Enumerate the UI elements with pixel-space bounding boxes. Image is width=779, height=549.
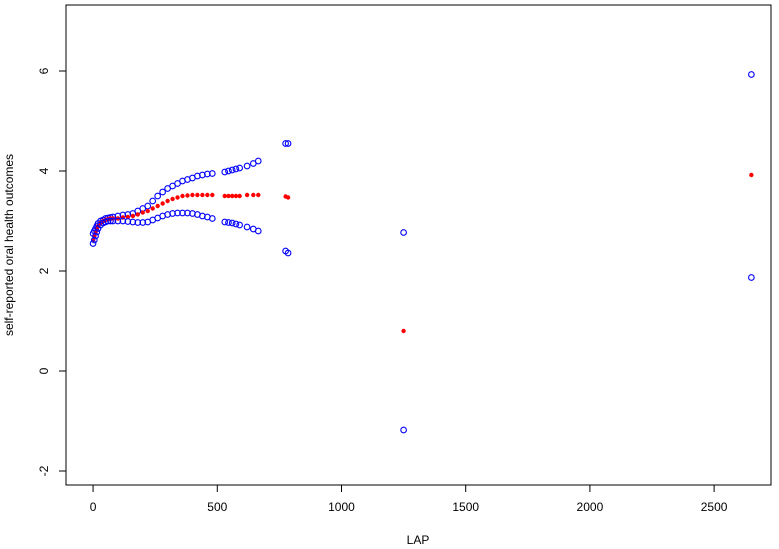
point [228,166,236,174]
x-tick-label: 0 [90,500,97,514]
point [400,426,407,434]
point [237,193,242,199]
point [284,249,292,257]
x-axis-label: LAP [407,533,430,547]
point [221,218,229,226]
point [119,217,127,225]
point [251,192,256,198]
point [159,188,166,196]
point [149,197,157,205]
point [225,219,232,226]
point [748,274,755,281]
point [155,203,160,209]
point [256,192,261,198]
point [232,220,240,228]
y-tick-label: 4 [37,167,51,174]
point [236,221,243,229]
point [165,198,170,204]
point [210,192,215,198]
point [130,213,136,219]
point [129,218,137,226]
point [749,172,754,178]
x-tick-label: 500 [207,500,227,514]
point [233,193,239,199]
point [134,219,142,226]
point [254,157,262,165]
point [135,212,140,217]
point [179,209,186,217]
point [169,210,176,217]
point [226,193,231,199]
point [160,201,165,206]
point [222,193,227,199]
point [200,192,205,198]
point [150,206,155,211]
point [243,223,251,231]
point [208,215,216,222]
point [175,195,180,200]
plot-frame [65,4,772,486]
point [185,193,190,198]
y-tick-label: 2 [37,267,51,274]
y-tick-label: 0 [37,367,51,374]
point [93,228,101,236]
point [284,140,292,147]
point [144,202,152,210]
point [180,193,185,199]
point [225,167,232,175]
point [401,328,406,334]
point [89,240,97,247]
point [184,209,191,217]
x-tick-label: 2000 [577,500,604,514]
point [208,170,216,177]
point [203,170,211,178]
point [232,165,240,173]
point [90,236,98,244]
point [125,214,131,220]
point [139,219,147,226]
point [195,192,200,198]
point [282,140,289,147]
point [140,210,145,215]
point [244,192,250,198]
point [114,217,122,225]
point [205,192,210,198]
point [400,229,407,236]
point [229,193,235,199]
point [174,209,181,217]
point [285,195,291,200]
point [92,232,99,240]
point [254,227,262,235]
point [228,219,236,227]
point [124,218,132,225]
point [170,196,175,202]
point [221,168,229,176]
point [243,162,251,170]
point [104,217,112,225]
x-tick-label: 1500 [452,500,479,514]
x-tick-label: 1000 [328,500,355,514]
y-tick-label: -2 [37,465,51,476]
point [145,208,150,214]
point [107,217,114,225]
y-axis-label: self-reported oral health outcomes [2,154,16,336]
point [748,71,755,78]
point [190,192,195,198]
point [109,217,117,225]
x-tick-label: 2500 [701,500,728,514]
y-tick-label: 6 [37,67,51,74]
point [236,164,243,172]
point [154,192,162,200]
